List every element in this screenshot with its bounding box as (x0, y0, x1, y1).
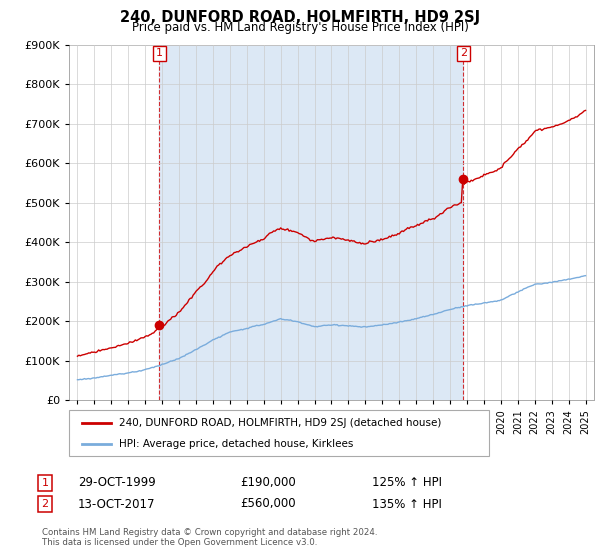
Bar (159, 45, 463, 400)
Text: 2: 2 (41, 499, 49, 509)
Text: £560,000: £560,000 (240, 497, 296, 511)
Text: 240, DUNFORD ROAD, HOLMFIRTH, HD9 2SJ: 240, DUNFORD ROAD, HOLMFIRTH, HD9 2SJ (120, 10, 480, 25)
Text: £190,000: £190,000 (240, 476, 296, 489)
Text: 135% ↑ HPI: 135% ↑ HPI (372, 497, 442, 511)
Text: 13-OCT-2017: 13-OCT-2017 (78, 497, 155, 511)
Text: Contains HM Land Registry data © Crown copyright and database right 2024.
This d: Contains HM Land Registry data © Crown c… (42, 528, 377, 547)
Text: 1: 1 (156, 48, 163, 58)
Text: 29-OCT-1999: 29-OCT-1999 (78, 476, 156, 489)
Text: Price paid vs. HM Land Registry's House Price Index (HPI): Price paid vs. HM Land Registry's House … (131, 21, 469, 34)
Text: 240, DUNFORD ROAD, HOLMFIRTH, HD9 2SJ (detached house): 240, DUNFORD ROAD, HOLMFIRTH, HD9 2SJ (d… (119, 418, 442, 428)
FancyBboxPatch shape (69, 410, 489, 456)
Text: HPI: Average price, detached house, Kirklees: HPI: Average price, detached house, Kirk… (119, 438, 354, 449)
Text: 125% ↑ HPI: 125% ↑ HPI (372, 476, 442, 489)
Text: 2: 2 (460, 48, 467, 58)
Text: 1: 1 (41, 478, 49, 488)
